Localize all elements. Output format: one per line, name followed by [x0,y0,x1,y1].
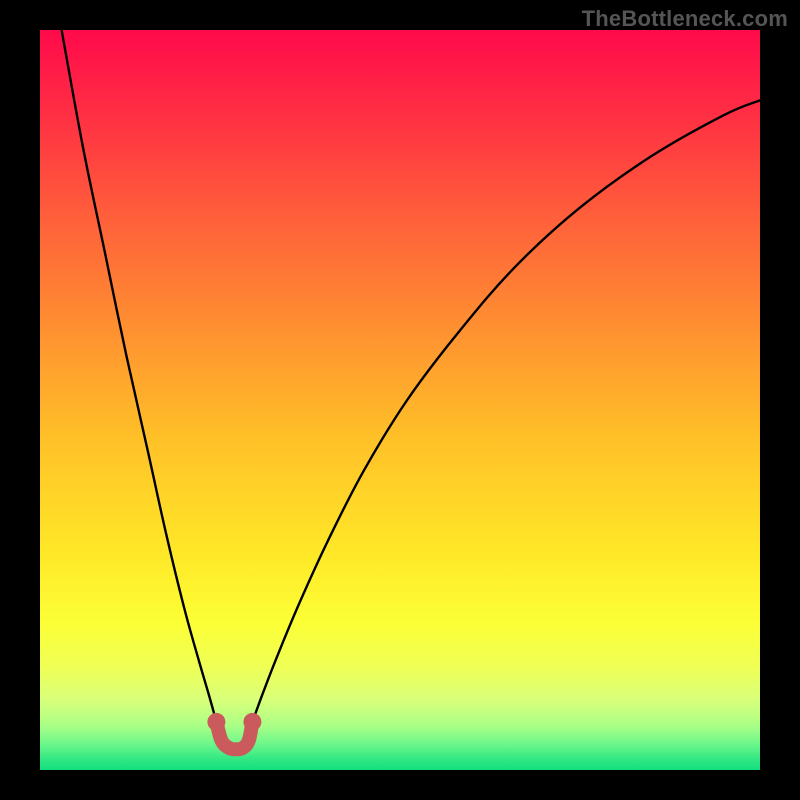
chart-background-gradient [40,30,760,770]
marker-endpoint-left [207,713,225,731]
bottleneck-curve-chart [40,30,760,770]
plot-area [40,30,760,770]
marker-endpoint-right [243,713,261,731]
chart-container: TheBottleneck.com [0,0,800,800]
watermark-text: TheBottleneck.com [582,6,788,32]
